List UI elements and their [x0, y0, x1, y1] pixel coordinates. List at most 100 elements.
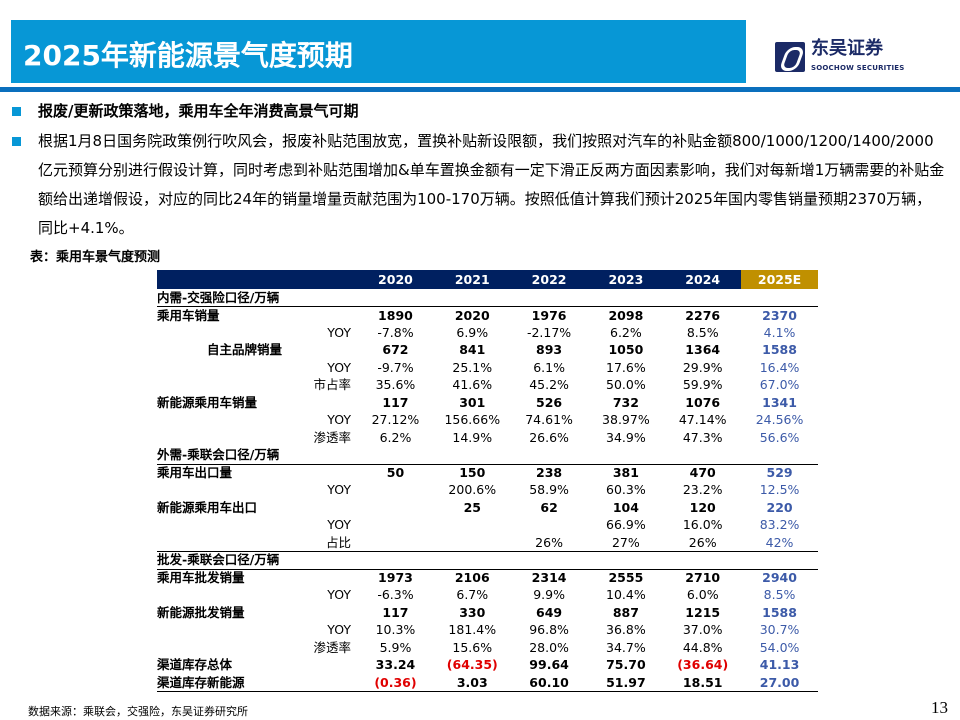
- row-label: 新能源乘用车出口: [157, 499, 258, 515]
- table-row: YOY 66.9% 16.0% 83.2%: [157, 517, 818, 535]
- table-cell: 34.7%: [606, 639, 646, 655]
- row-sublabel: YOY: [327, 587, 352, 603]
- table-cell: 35.6%: [375, 377, 416, 393]
- table-row: 渠道库存总体 33.24 (64.35) 99.64 75.70 (36.64) 41.13: [157, 657, 818, 675]
- section-row: 外需-乘联会口径/万辆: [157, 446, 818, 465]
- table-row: 新能源乘用车出口 25 62 104 120 220: [157, 499, 818, 517]
- forecast-table: 2020 2021 2022 2023 2024 2025E 内需-交强险口径/万辆 乘用车…: [157, 270, 818, 692]
- row-label: [157, 482, 287, 500]
- table-cell: 51.97: [587, 674, 665, 692]
- row-sublabel: 渗透率: [313, 429, 352, 445]
- table-cell: 44.8%: [682, 639, 723, 655]
- table-cell: 58.9%: [529, 482, 569, 498]
- table-row: YOY -9.7% 25.1% 6.1% 17.6% 29.9% 16.4%: [157, 359, 818, 377]
- table-cell: 220: [766, 499, 793, 515]
- row-label: 乘用车销量: [157, 307, 220, 323]
- table-cell: 1050: [608, 342, 644, 358]
- table-cell: 60.10: [510, 674, 588, 692]
- row-label: 新能源乘用车销量: [157, 394, 258, 410]
- table-cell: 156.66%: [444, 412, 501, 428]
- table-cell: 16.0%: [682, 517, 723, 533]
- table-cell: 117: [382, 604, 409, 620]
- table-cell: 5.9%: [379, 639, 412, 655]
- table-row: YOY -7.8% 6.9% -2.17% 6.2% 8.5% 4.1%: [157, 324, 818, 342]
- table-cell: 238: [536, 465, 563, 480]
- table-cell: 10.4%: [606, 587, 646, 603]
- column-header: 2023: [587, 270, 665, 289]
- table-cell: (36.64): [677, 657, 729, 673]
- table-cell: 16.4%: [759, 359, 800, 375]
- table-cell: 117: [382, 394, 409, 410]
- table-cell: 1976: [531, 307, 567, 323]
- table-cell: (0.36): [357, 674, 434, 692]
- table-cell: 3.03: [433, 674, 511, 692]
- row-sublabel: 市占率: [313, 377, 352, 393]
- table-cell: -2.17%: [526, 324, 572, 340]
- column-header: 2020: [357, 270, 434, 289]
- table-cell: 34.9%: [606, 429, 646, 445]
- table-cell: 37.0%: [682, 622, 723, 638]
- row-label: [157, 517, 287, 535]
- row-label: 乘用车出口量: [157, 465, 233, 480]
- row-label: [157, 639, 287, 657]
- row-label: 自主品牌销量: [207, 342, 283, 358]
- table-cell: [434, 517, 511, 535]
- table-cell: 181.4%: [448, 622, 497, 638]
- table-cell: 1973: [378, 570, 413, 585]
- table-cell: 47.3%: [682, 429, 723, 445]
- table-cell: 2710: [685, 570, 721, 585]
- page-title: 2025年新能源景气度预期: [23, 39, 353, 72]
- title-bar: 2025年新能源景气度预期: [11, 20, 746, 83]
- row-label: [157, 534, 288, 552]
- table-cell: 2555: [608, 570, 644, 585]
- table-row: 渠道库存新能源 (0.36) 3.03 60.10 51.97 18.51 27.00: [157, 674, 818, 692]
- header-divider: [0, 87, 960, 92]
- table-cell: 59.9%: [682, 377, 723, 393]
- row-sublabel: YOY: [327, 482, 352, 498]
- table-cell: 120: [689, 499, 716, 515]
- table-caption: 表：乘用车景气度预测: [30, 250, 161, 265]
- table-cell: 50.0%: [606, 377, 646, 393]
- table-cell: 24.56%: [755, 412, 804, 428]
- table-cell: 41.6%: [452, 377, 493, 393]
- table-cell: 96.8%: [529, 622, 569, 638]
- table-cell: 2940: [762, 570, 797, 585]
- table-row: 乘用车出口量 50 150 238 381 470 529: [157, 464, 818, 482]
- table-cell: 67.0%: [759, 377, 800, 393]
- column-header: 2021: [433, 270, 511, 289]
- bullet-square-icon: [12, 137, 21, 146]
- section-row: 批发-乘联会口径/万辆: [157, 551, 818, 570]
- table-cell: 60.3%: [606, 482, 646, 498]
- table-cell: 8.5%: [763, 587, 796, 603]
- table-row: 渗透率 6.2% 14.9% 26.6% 34.9% 47.3% 56.6%: [157, 429, 818, 447]
- row-label: 渠道库存总体: [157, 657, 233, 673]
- row-label: [157, 412, 287, 430]
- row-sublabel: [287, 342, 357, 360]
- column-header: 2025E: [741, 270, 818, 289]
- column-header: 2022: [510, 270, 588, 289]
- table-cell: 2106: [454, 570, 490, 585]
- table-cell: 28.0%: [529, 639, 569, 655]
- row-label: 新能源批发销量: [157, 604, 245, 620]
- row-sublabel: YOY: [327, 324, 352, 340]
- table-cell: 74.61%: [525, 412, 573, 428]
- section-row: 内需-交强险口径/万辆: [157, 289, 818, 307]
- table-cell: 27.12%: [371, 412, 420, 428]
- table-row: 新能源批发销量 117 330 649 887 1215 1588: [157, 604, 818, 622]
- table-cell: 12.5%: [759, 482, 800, 498]
- table-cell: 26%: [664, 534, 742, 552]
- table-cell: 301: [459, 394, 486, 410]
- table-cell: 8.5%: [686, 324, 719, 340]
- row-sublabel: [287, 307, 357, 325]
- row-sublabel: [287, 674, 358, 692]
- row-label: 乘用车批发销量: [157, 570, 245, 585]
- column-header: [287, 270, 358, 289]
- row-sublabel: YOY: [327, 622, 352, 638]
- table-cell: 1588: [762, 604, 797, 620]
- column-header: [157, 270, 288, 289]
- table-cell: 18.51: [664, 674, 742, 692]
- table-cell: 1341: [762, 394, 797, 410]
- row-sublabel: [287, 657, 357, 675]
- table-row: 占比 26% 27% 26% 42%: [157, 534, 818, 552]
- table-row: 自主品牌销量 672 841 893 1050 1364 1588: [157, 342, 818, 360]
